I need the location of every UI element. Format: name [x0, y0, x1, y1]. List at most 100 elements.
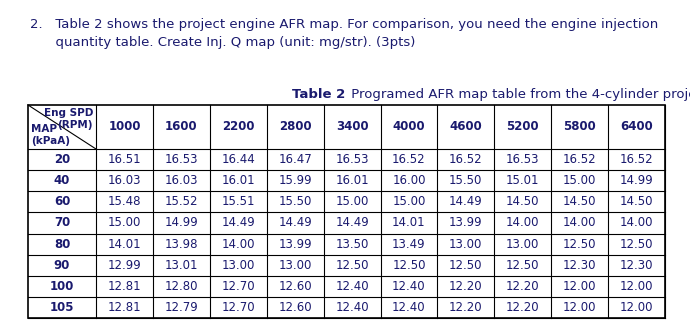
- Text: 14.99: 14.99: [164, 216, 198, 230]
- Text: 12.50: 12.50: [449, 259, 482, 272]
- Text: 12.80: 12.80: [165, 280, 198, 293]
- Text: 70: 70: [54, 216, 70, 230]
- Text: 13.00: 13.00: [279, 259, 312, 272]
- Text: 2.   Table 2 shows the project engine AFR map. For comparison, you need the engi: 2. Table 2 shows the project engine AFR …: [30, 18, 658, 31]
- Text: 16.01: 16.01: [335, 174, 369, 187]
- Text: 12.40: 12.40: [392, 280, 426, 293]
- Text: 14.50: 14.50: [620, 195, 653, 208]
- Text: 13.00: 13.00: [449, 237, 482, 251]
- Text: 14.01: 14.01: [392, 216, 426, 230]
- Text: 4600: 4600: [449, 120, 482, 133]
- Text: 1000: 1000: [108, 120, 141, 133]
- Text: 14.00: 14.00: [563, 216, 596, 230]
- Text: 3400: 3400: [336, 120, 368, 133]
- Text: 15.99: 15.99: [278, 174, 312, 187]
- Text: 12.30: 12.30: [563, 259, 596, 272]
- Text: 20: 20: [54, 153, 70, 166]
- Text: 12.40: 12.40: [335, 280, 369, 293]
- Text: 13.49: 13.49: [392, 237, 426, 251]
- Text: 12.99: 12.99: [108, 259, 141, 272]
- Text: 16.52: 16.52: [449, 153, 483, 166]
- Text: 12.20: 12.20: [449, 280, 483, 293]
- Text: 12.50: 12.50: [506, 259, 540, 272]
- Text: 15.50: 15.50: [279, 195, 312, 208]
- Text: 12.50: 12.50: [335, 259, 368, 272]
- Text: 12.81: 12.81: [108, 301, 141, 314]
- Text: 12.20: 12.20: [506, 301, 540, 314]
- Text: 12.40: 12.40: [392, 301, 426, 314]
- Text: 4000: 4000: [393, 120, 425, 133]
- Text: 12.50: 12.50: [392, 259, 426, 272]
- Text: 13.98: 13.98: [165, 237, 198, 251]
- Text: 15.00: 15.00: [392, 195, 426, 208]
- Text: 12.00: 12.00: [620, 280, 653, 293]
- Text: 15.52: 15.52: [165, 195, 198, 208]
- Text: 15.00: 15.00: [563, 174, 596, 187]
- Text: 14.50: 14.50: [563, 195, 596, 208]
- Text: 12.60: 12.60: [278, 301, 312, 314]
- Text: 14.00: 14.00: [506, 216, 540, 230]
- Text: 15.00: 15.00: [108, 216, 141, 230]
- Text: 13.00: 13.00: [506, 237, 540, 251]
- Text: Table 2: Table 2: [292, 88, 345, 101]
- Text: 16.03: 16.03: [108, 174, 141, 187]
- Text: 1600: 1600: [165, 120, 197, 133]
- Text: 12.00: 12.00: [620, 301, 653, 314]
- Text: 12.20: 12.20: [449, 301, 483, 314]
- Text: 14.49: 14.49: [335, 216, 369, 230]
- Text: 14.50: 14.50: [506, 195, 540, 208]
- Text: 15.01: 15.01: [506, 174, 540, 187]
- Text: 40: 40: [54, 174, 70, 187]
- Text: 14.00: 14.00: [221, 237, 255, 251]
- Text: 12.81: 12.81: [108, 280, 141, 293]
- Text: 16.01: 16.01: [221, 174, 255, 187]
- Text: 16.53: 16.53: [506, 153, 540, 166]
- Text: 12.20: 12.20: [506, 280, 540, 293]
- Text: 12.40: 12.40: [335, 301, 369, 314]
- Text: 15.51: 15.51: [221, 195, 255, 208]
- Text: 12.60: 12.60: [278, 280, 312, 293]
- Text: 12.50: 12.50: [620, 237, 653, 251]
- Text: Programed AFR map table from the 4-cylinder project engine: Programed AFR map table from the 4-cylin…: [347, 88, 690, 101]
- Bar: [28, 105, 665, 318]
- Text: 100: 100: [50, 280, 75, 293]
- Text: 16.52: 16.52: [563, 153, 596, 166]
- Text: 12.79: 12.79: [164, 301, 198, 314]
- Text: 12.30: 12.30: [620, 259, 653, 272]
- Text: 5200: 5200: [506, 120, 539, 133]
- Text: 5800: 5800: [563, 120, 596, 133]
- Text: 15.48: 15.48: [108, 195, 141, 208]
- Text: 16.00: 16.00: [392, 174, 426, 187]
- Text: 13.99: 13.99: [278, 237, 312, 251]
- Text: 12.00: 12.00: [563, 301, 596, 314]
- Text: 80: 80: [54, 237, 70, 251]
- Text: 14.01: 14.01: [108, 237, 141, 251]
- Text: 2200: 2200: [222, 120, 255, 133]
- Text: MAP
(kPaA): MAP (kPaA): [31, 124, 70, 146]
- Text: 16.44: 16.44: [221, 153, 255, 166]
- Text: 14.49: 14.49: [449, 195, 483, 208]
- Text: 14.49: 14.49: [221, 216, 255, 230]
- Text: 105: 105: [50, 301, 75, 314]
- Text: 13.01: 13.01: [165, 259, 198, 272]
- Text: 16.47: 16.47: [278, 153, 312, 166]
- Text: 16.03: 16.03: [165, 174, 198, 187]
- Text: 15.00: 15.00: [335, 195, 368, 208]
- Text: 13.00: 13.00: [221, 259, 255, 272]
- Text: 90: 90: [54, 259, 70, 272]
- Text: 16.52: 16.52: [392, 153, 426, 166]
- Text: 12.70: 12.70: [221, 280, 255, 293]
- Text: 14.99: 14.99: [620, 174, 653, 187]
- Text: 13.99: 13.99: [449, 216, 483, 230]
- Text: Eng SPD
(RPM): Eng SPD (RPM): [43, 108, 93, 130]
- Text: 60: 60: [54, 195, 70, 208]
- Text: 2800: 2800: [279, 120, 311, 133]
- Text: 14.49: 14.49: [278, 216, 312, 230]
- Text: 14.00: 14.00: [620, 216, 653, 230]
- Text: quantity table. Create Inj. Q map (unit: mg/str). (3pts): quantity table. Create Inj. Q map (unit:…: [30, 36, 415, 49]
- Text: 16.53: 16.53: [165, 153, 198, 166]
- Text: 16.51: 16.51: [108, 153, 141, 166]
- Text: 12.00: 12.00: [563, 280, 596, 293]
- Text: 6400: 6400: [620, 120, 653, 133]
- Text: 16.53: 16.53: [335, 153, 368, 166]
